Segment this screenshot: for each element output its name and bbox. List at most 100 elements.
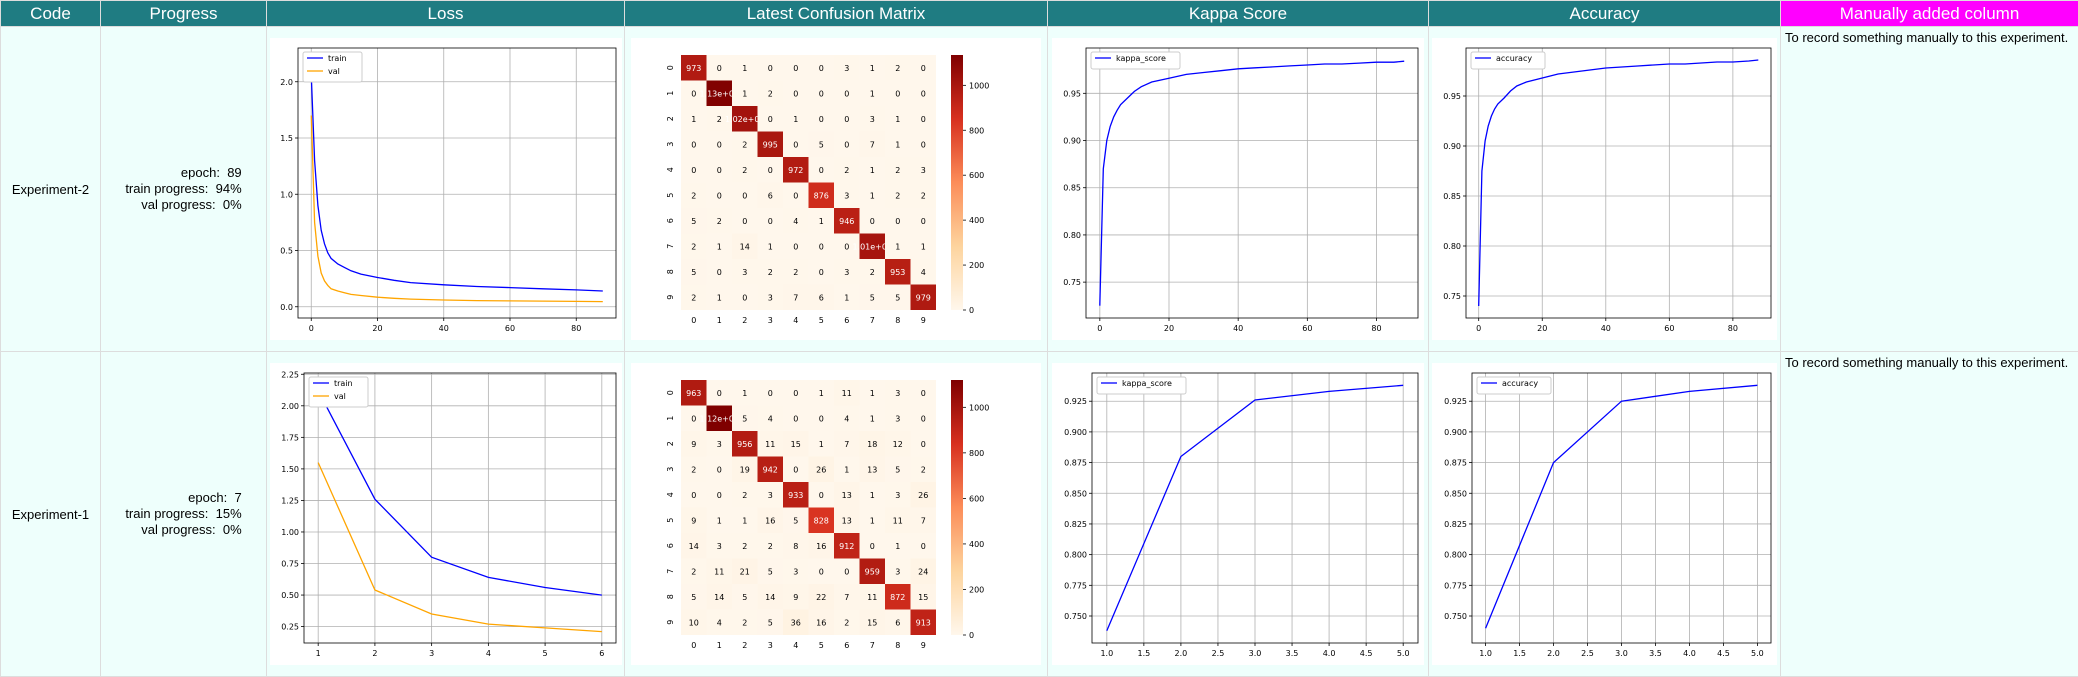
y-tick-label: 2.25 <box>281 370 299 379</box>
heatmap-cell-label: 0 <box>844 89 849 98</box>
progress-block: epoch: 7 train progress: 15% val progres… <box>125 490 241 538</box>
colorbar-tick-label: 200 <box>969 585 984 594</box>
heatmap-cell-label: 872 <box>890 593 905 602</box>
header-confusion-matrix[interactable]: Latest Confusion Matrix <box>625 1 1048 27</box>
heatmap-cell-label: 1 <box>742 64 747 73</box>
x-tick-label: 9 <box>921 316 926 325</box>
x-tick-label: 1 <box>717 316 722 325</box>
heatmap-cell-label: 0 <box>844 115 849 124</box>
heatmap-cell-label: 0 <box>921 89 926 98</box>
heatmap-cell-label: 0 <box>819 89 824 98</box>
heatmap-cell-label: 0 <box>921 414 926 423</box>
y-tick-label: 4 <box>666 492 675 497</box>
heatmap-cell-label: 0 <box>819 567 824 576</box>
heatmap-cell-label: 0 <box>793 414 798 423</box>
val-progress-row: val progress: 0% <box>125 197 241 213</box>
manual-note-cell[interactable]: To record something manually to this exp… <box>1781 27 2078 352</box>
epoch-row: epoch: 7 <box>125 490 241 506</box>
heatmap-cell-label: 2 <box>717 115 722 124</box>
y-tick-label: 0.800 <box>1064 551 1087 560</box>
manual-note-cell[interactable]: To record something manually to this exp… <box>1781 352 2078 677</box>
heatmap-cell-label: 1 <box>895 140 900 149</box>
y-tick-label: 0.775 <box>1064 581 1087 590</box>
val-progress-label: val progress: <box>141 197 215 212</box>
y-tick-label: 2.0 <box>280 78 293 87</box>
heatmap-cell-label: 972 <box>788 166 803 175</box>
code-cell: Experiment-1 <box>1 352 101 677</box>
header-code[interactable]: Code <box>1 1 101 27</box>
heatmap-cell-label: 1 <box>819 217 824 226</box>
heatmap-cell-label: 0 <box>921 140 926 149</box>
heatmap-cell-label: 1 <box>717 242 722 251</box>
x-tick-label: 0 <box>308 324 313 333</box>
y-tick-label: 3 <box>666 467 675 472</box>
heatmap-cell-label: 9 <box>793 593 798 602</box>
header-accuracy[interactable]: Accuracy <box>1429 1 1781 27</box>
legend-label: accuracy <box>1496 54 1532 63</box>
heatmap-cell-label: 973 <box>686 64 701 73</box>
heatmap-cell-label: 5 <box>691 217 696 226</box>
header-row: Code Progress Loss Latest Confusion Matr… <box>1 1 2078 27</box>
header-manually-added-column[interactable]: Manually added column <box>1781 1 2078 27</box>
colorbar-tick-label: 400 <box>969 216 984 225</box>
legend: kappa_score <box>1091 52 1180 69</box>
heatmap-cell-label: 0 <box>870 217 875 226</box>
heatmap-cell-label: 16 <box>816 618 826 627</box>
heatmap-cell-label: 1 <box>844 465 849 474</box>
progress-cell: epoch: 7 train progress: 15% val progres… <box>101 352 267 677</box>
legend-label: train <box>334 379 353 388</box>
heatmap-cell-label: 963 <box>686 389 701 398</box>
heatmap-cell-label: 4 <box>844 414 849 423</box>
heatmap-cell-label: 4 <box>717 618 722 627</box>
train-progress-row: train progress: 94% <box>125 181 241 197</box>
heatmap-cell-label: 0 <box>844 242 849 251</box>
val-progress-label: val progress: <box>141 522 215 537</box>
heatmap-cell-label: 15 <box>791 440 801 449</box>
heatmap-cell-label: 3 <box>793 567 798 576</box>
heatmap-cell-label: 979 <box>916 293 931 302</box>
epoch-label: epoch: <box>188 490 227 505</box>
heatmap-cell-label: 5 <box>793 516 798 525</box>
heatmap-cell-label: 2 <box>742 542 747 551</box>
colorbar-tick-label: 0 <box>969 306 974 315</box>
heatmap-cell-label: 3 <box>870 115 875 124</box>
heatmap-cell-label: 0 <box>793 389 798 398</box>
legend-label: kappa_score <box>1116 54 1166 63</box>
heatmap-cell-label: 9 <box>691 516 696 525</box>
y-tick-label: 8 <box>666 269 675 274</box>
heatmap-cell-label: 4 <box>768 414 773 423</box>
y-tick-label: 0.85 <box>1063 184 1081 193</box>
train-progress-label: train progress: <box>125 506 208 521</box>
heatmap-cell-label: 7 <box>793 293 798 302</box>
header-kappa-score[interactable]: Kappa Score <box>1048 1 1429 27</box>
heatmap-cell-label: 3 <box>921 166 926 175</box>
heatmap-cell-label: 1 <box>793 115 798 124</box>
heatmap-cell-label: 0 <box>717 268 722 277</box>
heatmap-cell-label: 2 <box>768 89 773 98</box>
x-tick-label: 60 <box>1302 324 1312 333</box>
heatmap-cell-label: 6 <box>895 618 900 627</box>
header-progress[interactable]: Progress <box>101 1 267 27</box>
header-loss[interactable]: Loss <box>267 1 625 27</box>
x-tick-label: 8 <box>895 316 900 325</box>
heatmap-cell-label: 2 <box>895 64 900 73</box>
heatmap-cell-label: 0 <box>717 389 722 398</box>
x-tick-label: 80 <box>1728 324 1738 333</box>
colorbar-tick-label: 1000 <box>969 81 989 90</box>
y-tick-label: 0.750 <box>1444 612 1467 621</box>
heatmap-cell-label: 0 <box>691 89 696 98</box>
heatmap-cell-label: 5 <box>895 293 900 302</box>
y-tick-label: 4 <box>666 167 675 172</box>
x-tick-label: 5.0 <box>1751 649 1764 658</box>
y-tick-label: 1.5 <box>280 134 293 143</box>
x-tick-label: 60 <box>504 324 514 333</box>
heatmap-cell-label: 3 <box>844 191 849 200</box>
colorbar-tick-label: 800 <box>969 449 984 458</box>
heatmap-cell-label: 19 <box>740 465 750 474</box>
val-progress-value: 0% <box>223 522 242 537</box>
